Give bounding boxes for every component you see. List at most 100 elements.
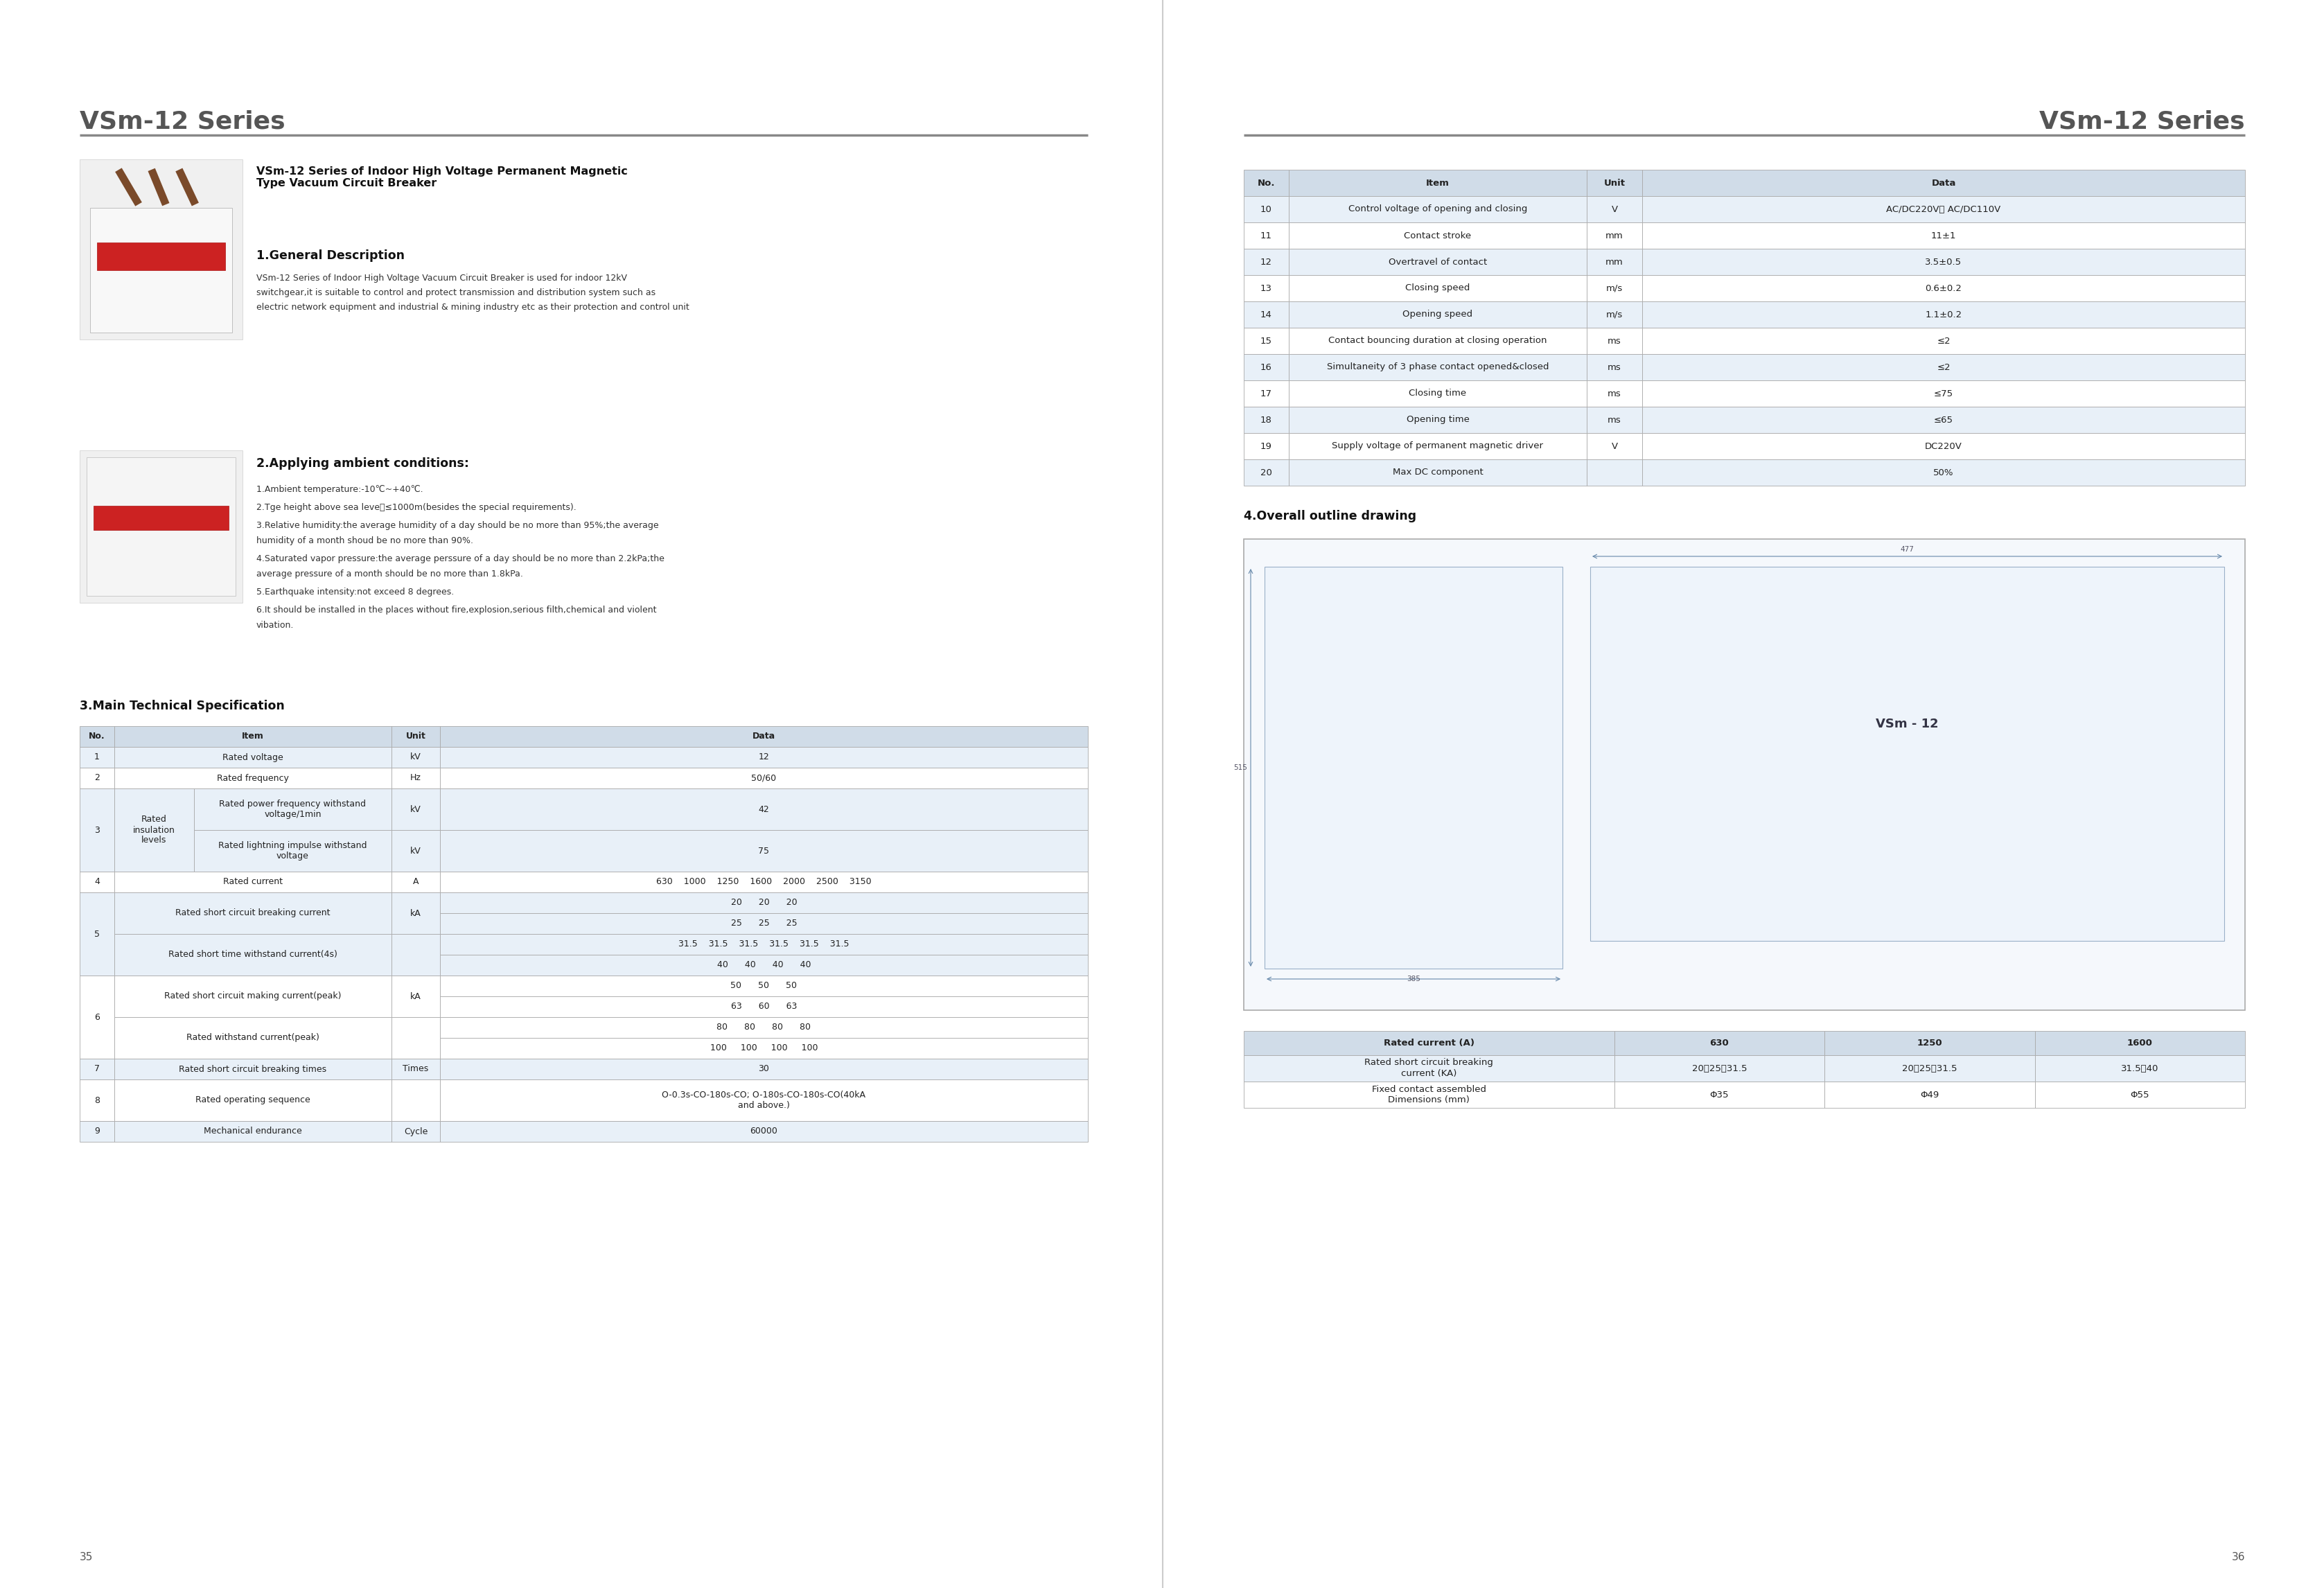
Text: O-0.3s-CO-180s-CO; O-180s-CO-180s-CO(40kA
and above.): O-0.3s-CO-180s-CO; O-180s-CO-180s-CO(40k… [662, 1091, 865, 1110]
Bar [98, 243, 225, 270]
Text: 2.Tge height above sea leve：≤1000m(besides the special requirements).: 2.Tge height above sea leve：≤1000m(besid… [256, 503, 576, 511]
Bar [1287, 195, 1587, 222]
Bar [390, 1121, 439, 1142]
Text: Overtravel of contact: Overtravel of contact [1387, 257, 1487, 267]
Bar [439, 789, 1088, 831]
Bar [439, 934, 1088, 954]
Bar [114, 934, 390, 975]
Bar [1587, 302, 1641, 327]
Bar [1243, 1054, 1613, 1081]
Bar [439, 892, 1088, 913]
Text: Hz: Hz [409, 773, 421, 783]
Bar [79, 726, 114, 746]
Bar [1287, 170, 1587, 195]
Bar [1287, 222, 1587, 249]
Text: m/s: m/s [1606, 310, 1622, 319]
Bar [1287, 381, 1587, 407]
Text: 19: 19 [1260, 441, 1271, 451]
Text: 13: 13 [1260, 284, 1271, 292]
Bar [439, 954, 1088, 975]
Text: 12: 12 [758, 753, 769, 762]
Text: VSm - 12: VSm - 12 [1875, 718, 1938, 730]
Bar [1587, 354, 1641, 381]
Bar [1287, 302, 1587, 327]
Bar [1587, 222, 1641, 249]
Text: Rated lightning impulse withstand
voltage: Rated lightning impulse withstand voltag… [218, 842, 367, 861]
Bar [91, 208, 232, 332]
Text: 4: 4 [95, 878, 100, 886]
Text: Item: Item [242, 732, 265, 742]
Bar [1613, 1031, 1824, 1054]
Bar [390, 1016, 439, 1059]
Bar [1243, 1031, 1613, 1054]
Text: 5.Earthquake intensity:not exceed 8 degrees.: 5.Earthquake intensity:not exceed 8 degr… [256, 588, 453, 597]
Bar [1264, 567, 1562, 969]
Bar [1287, 327, 1587, 354]
Bar [1587, 407, 1641, 434]
Bar [390, 746, 439, 767]
Bar [1824, 1081, 2033, 1108]
Text: Rated short circuit breaking
current (KA): Rated short circuit breaking current (KA… [1364, 1058, 1492, 1078]
Text: Simultaneity of 3 phase contact opened&closed: Simultaneity of 3 phase contact opened&c… [1327, 362, 1548, 372]
Bar [114, 767, 390, 789]
Bar [1587, 381, 1641, 407]
Text: 35: 35 [79, 1551, 93, 1563]
Bar [1287, 275, 1587, 302]
Text: Φ55: Φ55 [2129, 1091, 2150, 1099]
Bar [439, 746, 1088, 767]
Bar [1641, 222, 2245, 249]
Text: 18: 18 [1260, 416, 1271, 424]
Text: 630    1000    1250    1600    2000    2500    3150: 630 1000 1250 1600 2000 2500 3150 [655, 878, 871, 886]
Bar [79, 789, 114, 872]
Text: Mechanical endurance: Mechanical endurance [205, 1127, 302, 1135]
Bar [1613, 1054, 1824, 1081]
Text: 20: 20 [1260, 468, 1271, 476]
Text: 3.5±0.5: 3.5±0.5 [1924, 257, 1961, 267]
Bar [1243, 354, 1287, 381]
Text: VSm-12 Series of Indoor High Voltage Permanent Magnetic
Type Vacuum Circuit Brea: VSm-12 Series of Indoor High Voltage Per… [256, 167, 627, 189]
Bar [114, 746, 390, 767]
Text: kA: kA [409, 993, 421, 1000]
Text: kV: kV [409, 846, 421, 856]
Text: Rated current: Rated current [223, 878, 284, 886]
Bar [439, 1059, 1088, 1080]
Bar [1243, 195, 1287, 222]
Bar [79, 451, 242, 603]
Text: Data: Data [753, 732, 776, 742]
Text: VSm-12 Series: VSm-12 Series [79, 110, 286, 133]
Text: No.: No. [1257, 178, 1276, 187]
Bar [1824, 1054, 2033, 1081]
Text: Rated frequency: Rated frequency [216, 773, 288, 783]
Text: 42: 42 [758, 805, 769, 813]
Text: ms: ms [1608, 362, 1620, 372]
Text: DC220V: DC220V [1924, 441, 1961, 451]
Text: ≤2: ≤2 [1936, 337, 1950, 345]
Text: Φ49: Φ49 [1920, 1091, 1938, 1099]
Bar [1587, 275, 1641, 302]
Bar [439, 872, 1088, 892]
Bar [1243, 1081, 1613, 1108]
Text: ≤65: ≤65 [1934, 416, 1952, 424]
Bar [439, 831, 1088, 872]
Text: 80      80      80      80: 80 80 80 80 [716, 1023, 811, 1032]
Text: 7: 7 [95, 1064, 100, 1073]
Text: 31.5，40: 31.5，40 [2119, 1064, 2159, 1073]
Bar [1641, 195, 2245, 222]
Bar [114, 975, 390, 1016]
Bar [1287, 434, 1587, 459]
Bar [439, 767, 1088, 789]
Bar [1641, 249, 2245, 275]
Bar [79, 159, 242, 340]
Text: ≤75: ≤75 [1934, 389, 1952, 399]
Bar [1824, 1031, 2033, 1054]
Bar [1243, 302, 1287, 327]
Text: 10: 10 [1260, 205, 1271, 214]
Bar [193, 789, 390, 831]
Text: ms: ms [1608, 389, 1620, 399]
Bar [439, 1121, 1088, 1142]
Bar [79, 872, 114, 892]
Text: 11±1: 11±1 [1931, 232, 1957, 240]
Text: 100     100     100     100: 100 100 100 100 [709, 1043, 818, 1053]
Bar [1243, 434, 1287, 459]
Bar [439, 1080, 1088, 1121]
